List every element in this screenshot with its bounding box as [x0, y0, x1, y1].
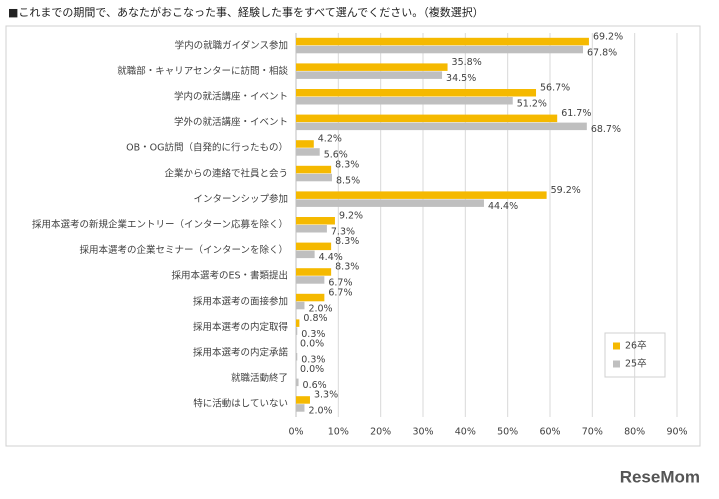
bar	[296, 148, 320, 156]
y-tick-label: インターンシップ参加	[193, 193, 288, 205]
bar	[296, 37, 589, 46]
bar	[296, 199, 484, 207]
value-label: 61.7%	[561, 108, 591, 119]
value-label: 4.4%	[319, 252, 343, 263]
bar	[296, 191, 547, 199]
value-label: 0.6%	[303, 380, 327, 391]
bar	[296, 71, 443, 79]
bar	[296, 268, 332, 276]
value-label: 8.3%	[335, 159, 359, 170]
y-tick-label: 企業からの連絡で社員と会う	[164, 167, 288, 179]
x-tick-label: 0%	[288, 427, 303, 438]
value-label: 8.5%	[336, 175, 360, 186]
y-tick-label: 就職部・キャリアセンターに訪問・相談	[117, 65, 288, 77]
value-label: 35.8%	[452, 57, 482, 68]
bar	[296, 327, 298, 335]
chart-frame	[5, 25, 701, 447]
bar	[296, 319, 300, 327]
y-tick-label: 採用本選考のES・書類提出	[171, 270, 288, 282]
value-label: 5.6%	[324, 150, 348, 161]
value-label: 0.0%	[300, 364, 324, 375]
legend-label: 26卒	[625, 340, 647, 352]
bar	[296, 404, 305, 412]
bar	[296, 89, 537, 97]
value-label: 9.2%	[339, 211, 363, 222]
y-tick-label: 就職活動終了	[231, 372, 288, 384]
y-tick-label: 学内の就職ガイダンス参加	[175, 39, 288, 51]
legend-label: 25卒	[625, 358, 647, 370]
bar	[296, 396, 310, 404]
bar	[296, 276, 325, 284]
value-label: 68.7%	[591, 124, 621, 135]
bar	[296, 353, 298, 361]
bar	[296, 293, 325, 302]
bar	[296, 378, 299, 387]
value-label: 3.3%	[314, 390, 338, 401]
y-tick-label: OB・OG訪問（自発的に行ったもの）	[126, 142, 288, 154]
y-tick-label: 採用本選考の新規企業エントリー（インターン応募を除く）	[32, 219, 288, 231]
x-tick-label: 20%	[370, 427, 391, 438]
value-label: 69.2%	[593, 31, 623, 42]
x-tick-label: 90%	[666, 427, 687, 438]
bar	[296, 217, 335, 225]
value-label: 0.8%	[303, 313, 327, 324]
y-tick-label: 特に活動はしていない	[193, 398, 288, 410]
bar	[296, 114, 558, 123]
bar	[296, 250, 315, 259]
y-tick-label: 採用本選考の面接参加	[193, 295, 288, 307]
bar	[296, 242, 332, 251]
value-label: 0.3%	[301, 329, 325, 340]
value-label: 8.3%	[335, 262, 359, 273]
bar	[296, 140, 314, 148]
y-tick-label: 学外の就活講座・イベント	[174, 116, 288, 128]
legend-swatch	[613, 342, 620, 350]
bar	[296, 97, 513, 105]
x-tick-label: 40%	[455, 427, 476, 438]
y-tick-label: 採用本選考の内定承諾	[193, 347, 289, 359]
value-label: 51.2%	[517, 99, 547, 110]
value-label: 56.7%	[540, 83, 570, 94]
value-label: 2.0%	[308, 406, 332, 417]
y-tick-label: 採用本選考の内定取得	[193, 321, 289, 333]
value-label: 6.7%	[328, 287, 352, 298]
value-label: 6.7%	[328, 278, 352, 289]
value-label: 34.5%	[446, 73, 476, 84]
y-tick-label: 学内の就活講座・イベント	[174, 91, 288, 103]
value-label: 44.4%	[488, 201, 518, 212]
x-tick-label: 60%	[539, 427, 560, 438]
value-label: 2.0%	[308, 303, 332, 314]
bar	[296, 165, 332, 174]
value-label: 4.2%	[318, 134, 342, 145]
logo: ReseMom	[620, 467, 700, 486]
legend-swatch	[613, 360, 620, 368]
bar	[296, 225, 327, 233]
x-tick-label: 50%	[497, 427, 518, 438]
bar	[296, 301, 305, 310]
chart-title: ■これまでの期間で、あなたがおこなった事、経験した事をすべて選んでください。（複…	[8, 5, 484, 19]
value-label: 0.0%	[300, 339, 324, 350]
value-label: 8.3%	[335, 236, 359, 247]
x-tick-label: 30%	[412, 427, 433, 438]
bar	[296, 45, 584, 54]
bar	[296, 122, 587, 131]
value-label: 7.3%	[331, 227, 355, 238]
bar	[296, 173, 332, 182]
x-tick-label: 10%	[328, 427, 349, 438]
value-label: 67.8%	[587, 47, 617, 58]
y-tick-label: 採用本選考の企業セミナー（インターンを除く）	[79, 244, 288, 256]
value-label: 59.2%	[551, 185, 581, 196]
x-tick-label: 70%	[582, 427, 603, 438]
bar	[296, 63, 448, 71]
x-tick-label: 80%	[624, 427, 645, 438]
value-label: 0.3%	[301, 355, 325, 366]
